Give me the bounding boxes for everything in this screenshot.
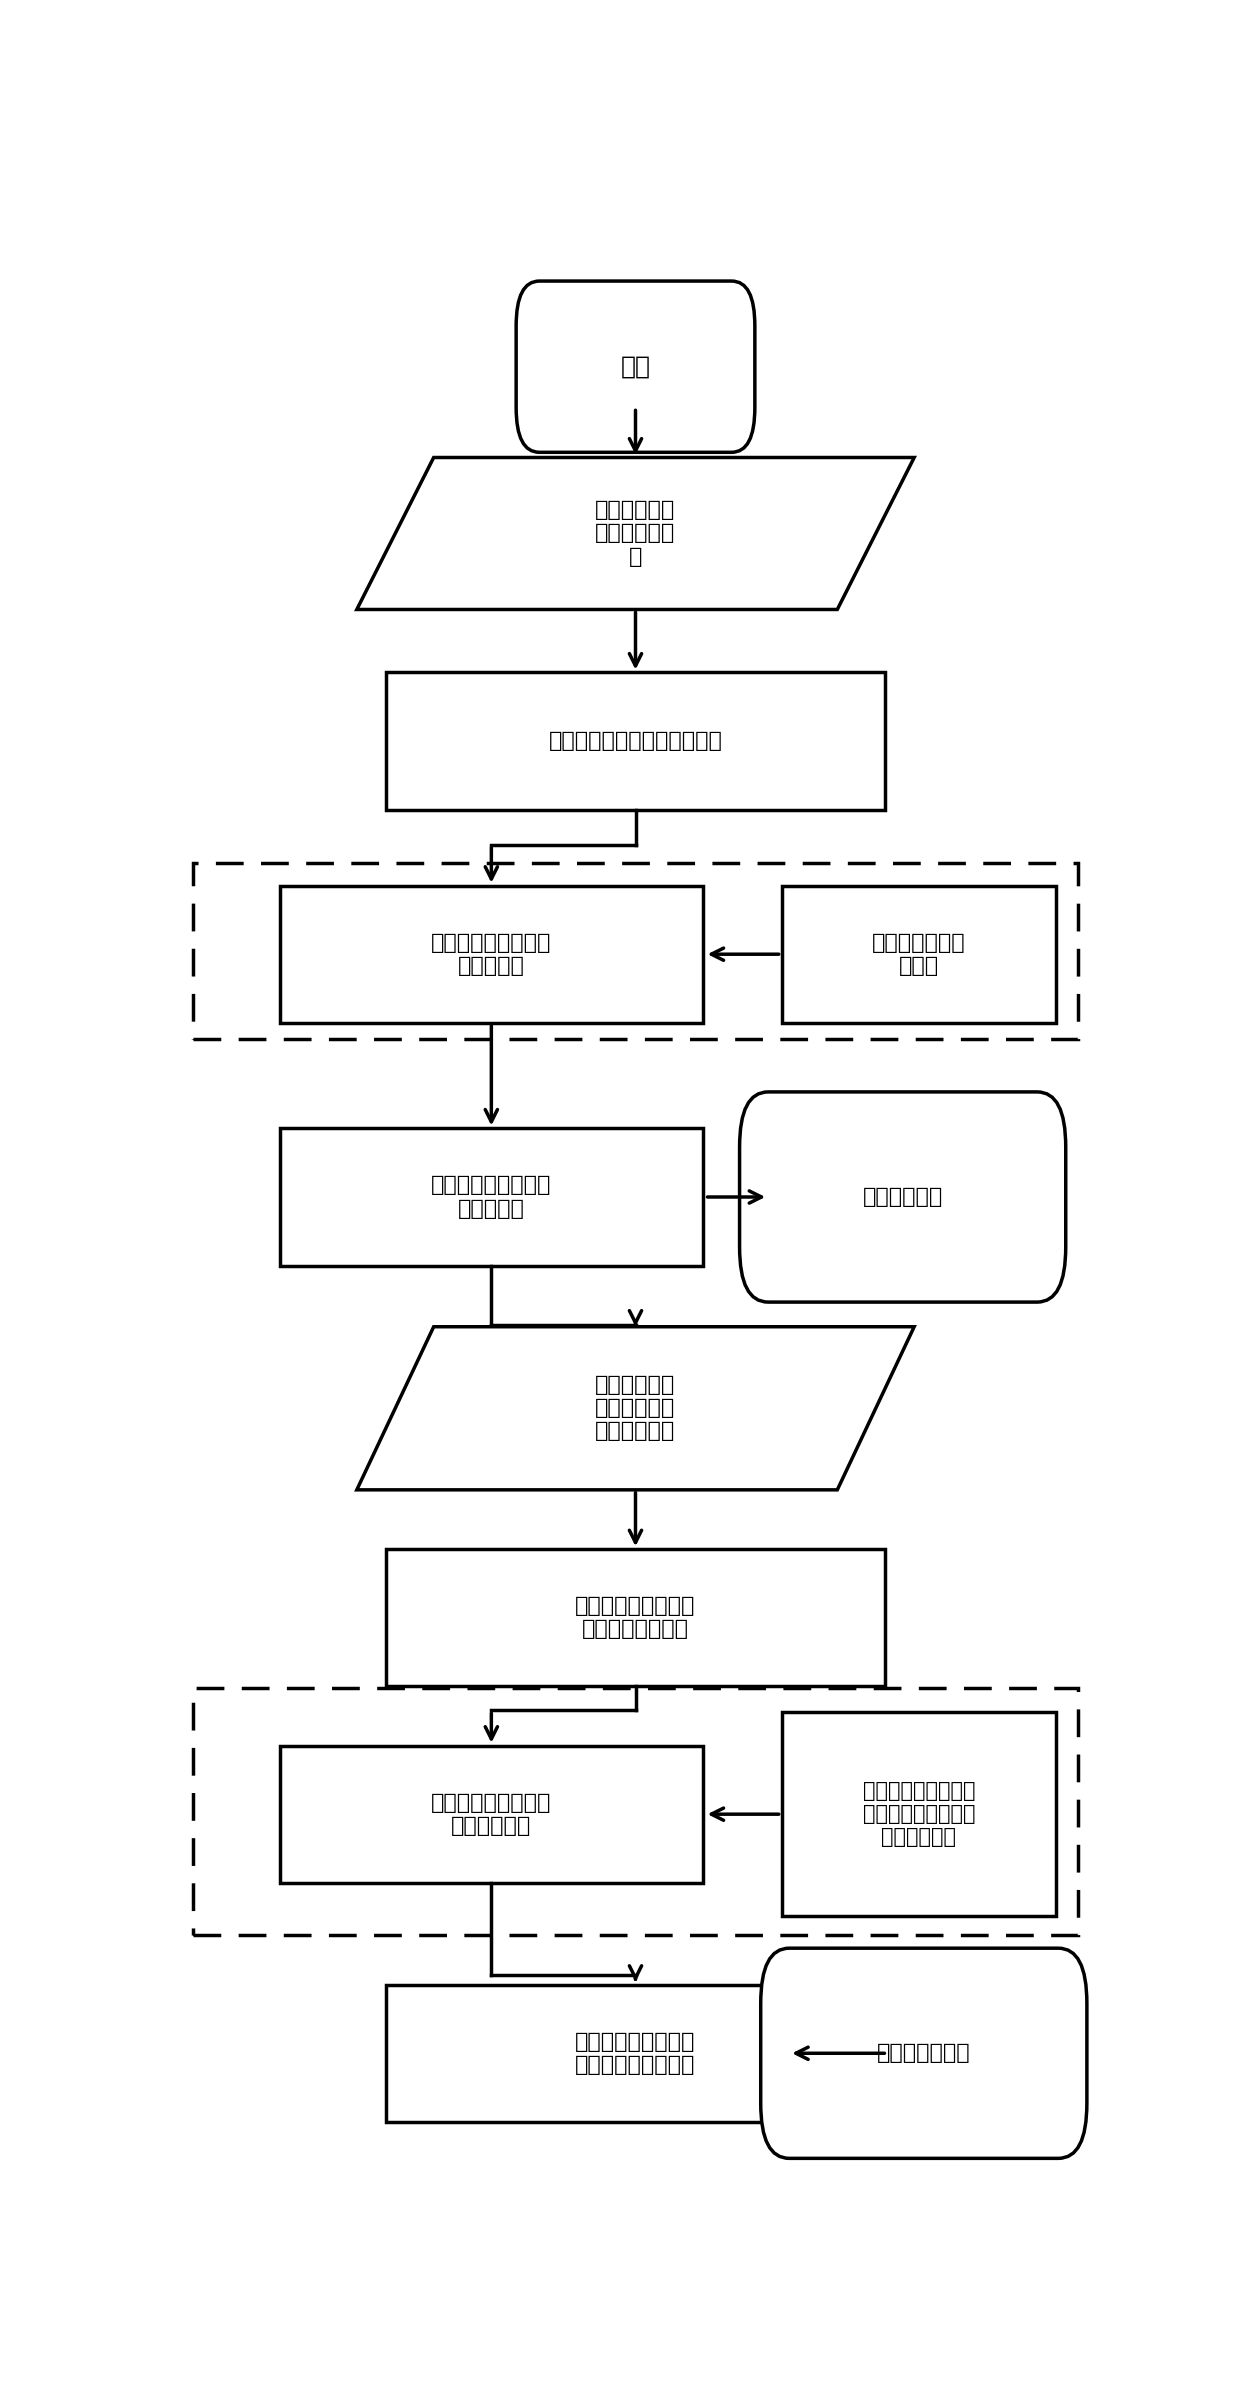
Bar <box>280 1129 703 1266</box>
Text: 在弧长表中通过二分
查找确定搜索区间: 在弧长表中通过二分 查找确定搜索区间 <box>575 1596 696 1639</box>
Text: 弧长参数化结束: 弧长参数化结束 <box>877 2044 971 2063</box>
FancyBboxPatch shape <box>516 282 755 453</box>
Polygon shape <box>357 1326 914 1490</box>
Bar <box>193 864 1078 1040</box>
Text: 将区间进行二分搜索
缩小搜索区间: 将区间进行二分搜索 缩小搜索区间 <box>432 1793 552 1837</box>
Polygon shape <box>357 457 914 609</box>
Bar <box>386 672 885 809</box>
Text: 输入参数曲线
数量及曲线参
数: 输入参数曲线 数量及曲线参 数 <box>595 501 676 566</box>
Text: 将搜索区间中点作为
弧长对应的参数输出: 将搜索区间中点作为 弧长对应的参数输出 <box>575 2032 696 2075</box>
Bar <box>280 886 703 1023</box>
Text: 计算小区间段的弧长
构建弧长表: 计算小区间段的弧长 构建弧长表 <box>432 932 552 975</box>
Text: 开始: 开始 <box>620 354 651 378</box>
Bar <box>193 1687 1078 1935</box>
Text: 双阶段的广度优
先搜索: 双阶段的广度优 先搜索 <box>872 932 966 975</box>
Bar <box>280 1745 703 1882</box>
FancyBboxPatch shape <box>739 1093 1065 1302</box>
Text: 弧长计算结束: 弧长计算结束 <box>863 1187 942 1206</box>
Text: 输入待求参数
的弧长及其所
在的曲线编号: 输入待求参数 的弧长及其所 在的曲线编号 <box>595 1374 676 1442</box>
FancyBboxPatch shape <box>760 1947 1087 2159</box>
Bar <box>386 1986 885 2123</box>
Text: 基于二进制位操作加
速二叉树遍历回溯的
深度优先搜索: 基于二进制位操作加 速二叉树遍历回溯的 深度优先搜索 <box>863 1781 975 1849</box>
Bar <box>782 1711 1056 1916</box>
Text: 从弧长表中取出每条
曲线的弧长: 从弧长表中取出每条 曲线的弧长 <box>432 1175 552 1218</box>
Bar <box>386 1550 885 1687</box>
Bar <box>782 886 1056 1023</box>
Text: 将参数区间段细分为小区间段: 将参数区间段细分为小区间段 <box>548 732 723 751</box>
